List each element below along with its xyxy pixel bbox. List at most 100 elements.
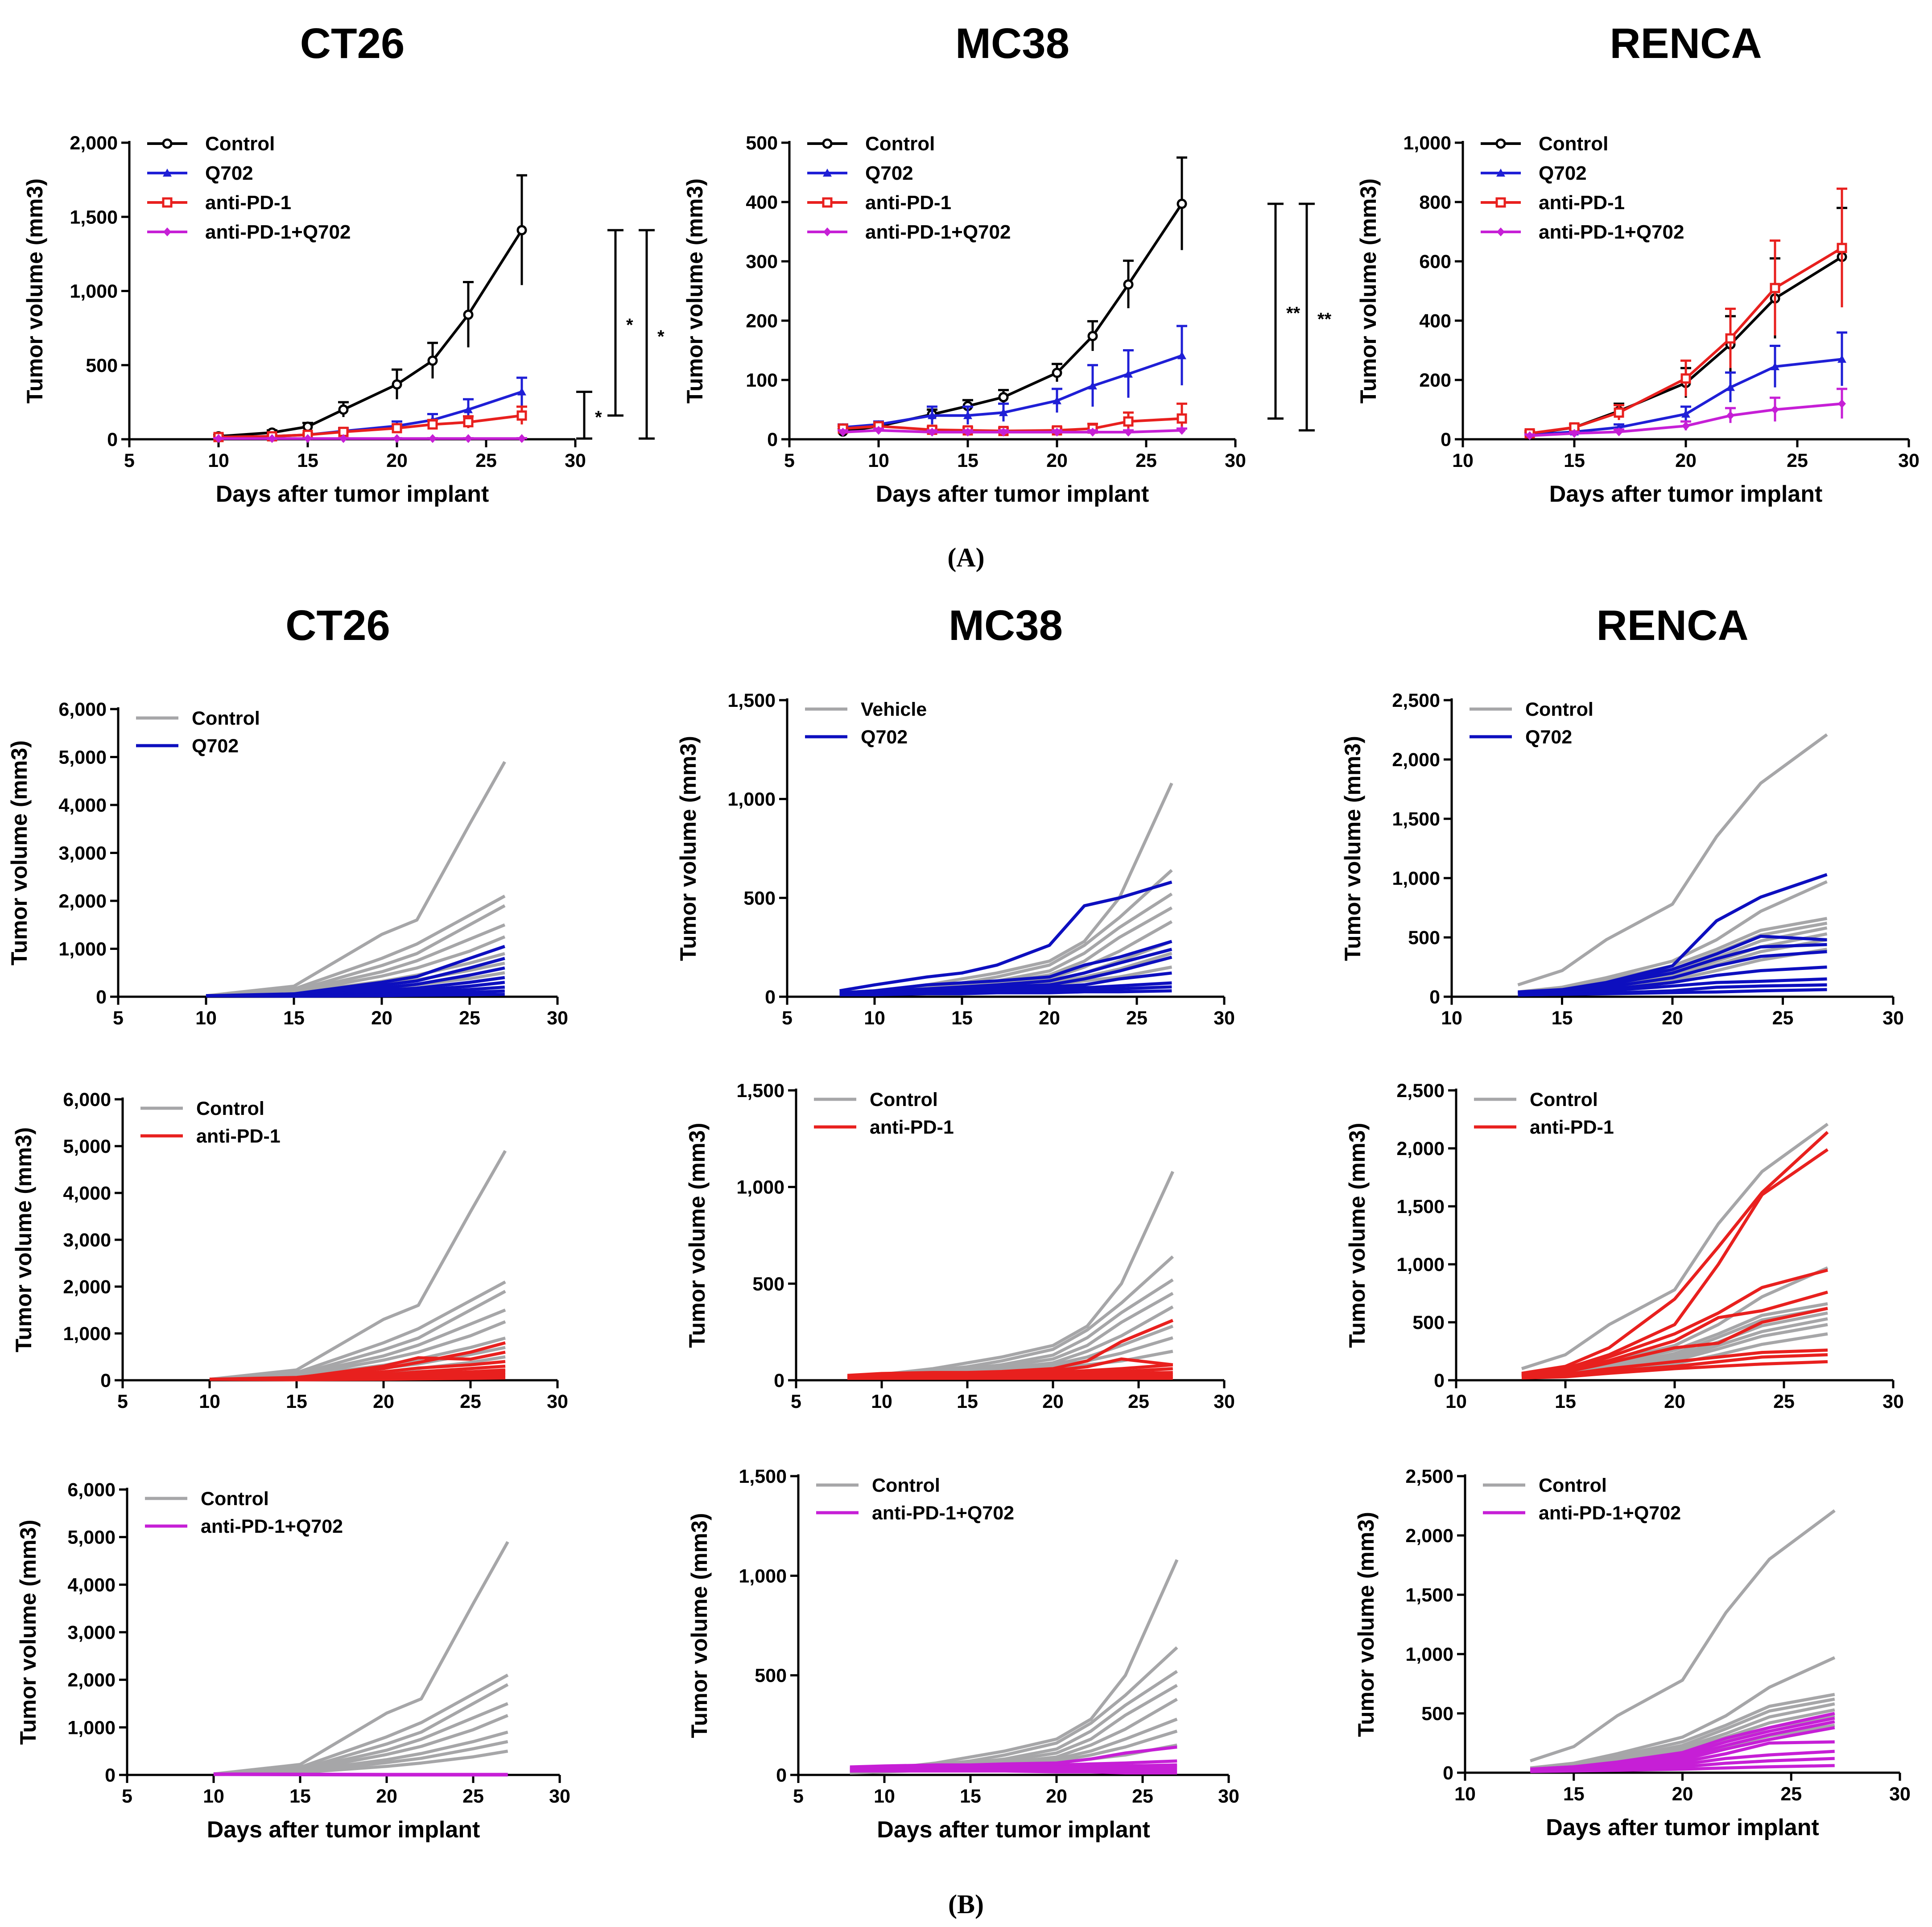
x-tick-label: 15 (957, 1391, 978, 1412)
legend-marker (823, 227, 831, 236)
y-tick-label: 200 (746, 310, 778, 332)
data-point (964, 428, 972, 437)
x-tick-label: 20 (371, 1007, 392, 1029)
data-point (999, 428, 1007, 437)
subject-line (1517, 733, 1828, 986)
data-point (1177, 351, 1186, 359)
y-tick-label: 2,000 (1405, 1525, 1453, 1547)
data-point (1726, 411, 1734, 420)
x-tick-label: 20 (1672, 1783, 1693, 1805)
series-anti-PD-1+Q702 (213, 434, 527, 443)
subject-line (850, 1698, 1178, 1774)
x-tick-label: 15 (957, 450, 978, 471)
x-tick-label: 5 (782, 1007, 793, 1029)
x-tick-label: 15 (951, 1007, 973, 1029)
data-point (517, 387, 526, 396)
y-tick-label: 3,000 (67, 1622, 116, 1643)
legend-label: anti-PD-1+Q702 (865, 221, 1011, 243)
legend-marker (822, 138, 833, 149)
y-tick-label: 500 (752, 1273, 784, 1295)
data-point (1680, 373, 1691, 384)
series-Control (213, 1541, 509, 1776)
data-point (518, 434, 526, 443)
legend-label: anti-PD-1 (205, 192, 291, 214)
x-tick-label: 15 (286, 1391, 307, 1412)
y-axis-label: Tumor volume (mm3) (1354, 1512, 1379, 1737)
legend-marker (1495, 138, 1506, 149)
y-tick-label: 1,500 (739, 1466, 787, 1487)
x-tick-label: 5 (784, 450, 795, 471)
data-point (429, 434, 437, 443)
chart-A-RENCA: RENCA 0 200 400 600 800 1,000 10 15 20 25 30 Days af… (1356, 20, 1920, 507)
x-tick-label: 20 (1042, 1391, 1064, 1412)
subject-line (206, 993, 505, 998)
x-tick-label: 30 (1214, 1007, 1235, 1029)
x-tick-label: 10 (868, 450, 889, 471)
x-tick-label: 15 (960, 1786, 981, 1807)
y-tick-label: 1,000 (70, 281, 118, 302)
y-tick-label: 0 (776, 1765, 787, 1786)
chart-title: MC38 (955, 20, 1069, 67)
x-tick-label: 5 (117, 1391, 128, 1412)
subject-line (206, 895, 506, 998)
x-axis-label: Days after tumor implant (876, 481, 1149, 507)
subject-line (213, 1673, 509, 1776)
significance-label: * (657, 327, 665, 347)
y-tick-label: 500 (743, 887, 776, 909)
x-tick-label: 10 (203, 1786, 224, 1807)
data-point (268, 434, 276, 443)
y-tick-label: 0 (767, 429, 778, 450)
y-tick-label: 2,000 (70, 132, 118, 154)
y-tick-label: 0 (1441, 429, 1451, 450)
y-tick-label: 0 (107, 429, 118, 450)
legend-label: Q702 (1525, 726, 1572, 748)
y-tick-label: 500 (746, 132, 778, 154)
y-tick-label: 2,500 (1392, 690, 1440, 711)
x-tick-label: 5 (113, 1007, 124, 1029)
x-tick-label: 10 (199, 1391, 220, 1412)
subject-line (839, 989, 1172, 997)
x-axis-label: Days after tumor implant (216, 481, 489, 507)
y-axis-label: Tumor volume (mm3) (685, 1123, 710, 1348)
x-tick-label: 15 (289, 1786, 311, 1807)
y-tick-label: 1,000 (1392, 868, 1440, 889)
y-axis-label: Tumor volume (mm3) (1356, 178, 1381, 404)
legend-label: anti-PD-1 (1539, 192, 1625, 214)
y-tick-label: 2,000 (1396, 1138, 1445, 1160)
data-point (1178, 426, 1186, 435)
subject-line (1530, 1509, 1836, 1762)
subject-line (1521, 1131, 1829, 1375)
y-axis-label: Tumor volume (mm3) (1340, 736, 1365, 961)
y-tick-label: 2,500 (1396, 1080, 1445, 1102)
x-tick-label: 15 (1564, 450, 1585, 471)
data-point (1089, 428, 1097, 437)
y-tick-label: 1,000 (727, 789, 776, 810)
legend-label: anti-PD-1 (870, 1117, 954, 1138)
data-point (1682, 421, 1690, 431)
y-tick-label: 1,000 (1403, 132, 1451, 154)
x-tick-label: 20 (373, 1391, 394, 1412)
y-tick-label: 0 (765, 986, 776, 1008)
data-point (1088, 381, 1097, 390)
legend-label: anti-PD-1+Q702 (1539, 1502, 1681, 1524)
legend-label: anti-PD-1+Q702 (872, 1502, 1014, 1524)
x-tick-label: 15 (1552, 1007, 1573, 1029)
series-Control (209, 1150, 507, 1381)
legend-marker (823, 169, 832, 177)
y-tick-label: 300 (746, 251, 778, 272)
legend-label: Control (872, 1475, 940, 1496)
y-tick-label: 1,500 (727, 690, 776, 711)
legend-label: Control (1530, 1089, 1598, 1110)
subject-line (839, 880, 1172, 993)
y-axis-label: Tumor volume (mm3) (22, 178, 47, 404)
chart-title: RENCA (1610, 20, 1762, 67)
chart-A-CT26: CT26 0 500 1,000 1,500 2,000 5 10 15 20 25 30 Days a… (22, 20, 665, 507)
data-point (875, 426, 883, 435)
subject-line (1521, 1122, 1829, 1370)
data-point (1770, 283, 1780, 293)
legend-label: anti-PD-1 (196, 1126, 281, 1147)
chart-title: RENCA (1596, 602, 1748, 649)
series-Q702 (206, 945, 505, 998)
series-anti-PD-1+Q702 (850, 1745, 1177, 1775)
y-tick-label: 5,000 (67, 1527, 116, 1548)
